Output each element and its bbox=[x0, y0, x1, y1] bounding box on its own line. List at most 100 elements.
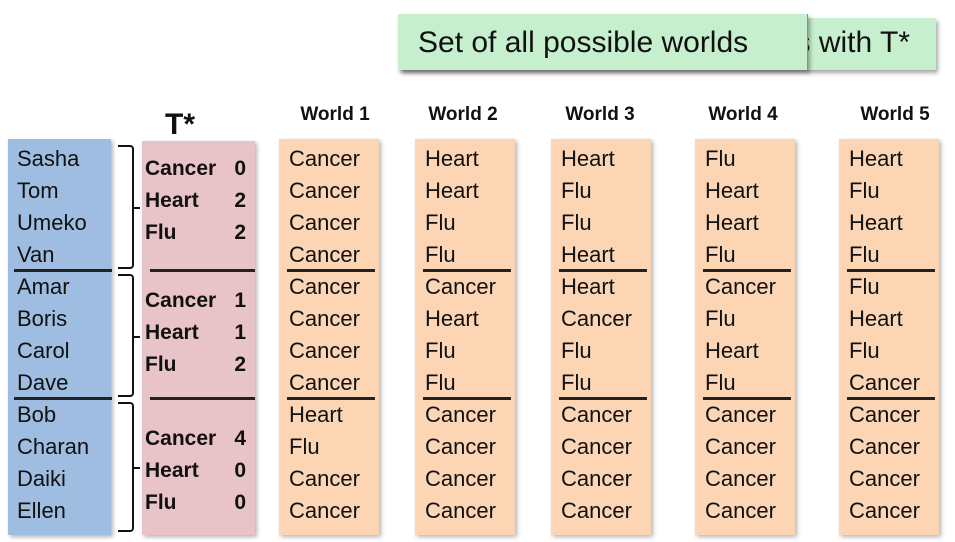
tstar-label: Heart bbox=[145, 459, 199, 482]
banner-front: Set of all possible worlds bbox=[398, 14, 808, 70]
world-title: World 3 bbox=[565, 104, 635, 125]
world-cell: Cancer bbox=[849, 402, 920, 427]
world-cell: Flu bbox=[705, 146, 736, 171]
world-cell: Cancer bbox=[289, 338, 360, 363]
group-separator bbox=[847, 269, 935, 272]
world-cell: Flu bbox=[705, 306, 736, 331]
name-label: Sasha bbox=[17, 146, 80, 171]
tstar-label: Heart bbox=[145, 189, 199, 212]
group-brace bbox=[118, 402, 140, 532]
world-column: Heart Flu Heart Flu Flu Heart Flu Cancer Cancer C… bbox=[839, 139, 939, 535]
group-separator bbox=[559, 269, 647, 272]
world-cell: Cancer bbox=[705, 434, 776, 459]
world-cell: Cancer bbox=[849, 498, 920, 523]
world-column: Heart Flu Flu Heart Heart Cancer Flu Flu Cancer C… bbox=[551, 139, 651, 535]
world-column: Cancer Cancer Cancer Cancer Cancer Cancer Canc… bbox=[279, 139, 379, 535]
tstar-label: Cancer bbox=[145, 157, 217, 180]
world-title: World 1 bbox=[300, 104, 370, 125]
world-cell: Flu bbox=[425, 210, 456, 235]
tstar-value: 1 bbox=[234, 321, 246, 344]
world-cell: Flu bbox=[425, 370, 456, 395]
world-cell: Cancer bbox=[289, 274, 360, 299]
tstar-value: 2 bbox=[234, 189, 246, 212]
name-label: Umeko bbox=[17, 210, 87, 235]
group-separator bbox=[150, 269, 255, 272]
tstar-label: Heart bbox=[145, 321, 199, 344]
world-cell: Heart bbox=[289, 402, 343, 427]
world-cell: Heart bbox=[705, 210, 759, 235]
world-cell: Cancer bbox=[705, 274, 776, 299]
tstar-label: Cancer bbox=[145, 289, 217, 312]
world-cell: Flu bbox=[425, 338, 456, 363]
world-cell: Cancer bbox=[849, 370, 920, 395]
name-label: Amar bbox=[17, 274, 70, 299]
world-column: Heart Heart Flu Flu Cancer Heart Flu Flu Cancer C… bbox=[415, 139, 515, 535]
world-cell: Flu bbox=[561, 338, 592, 363]
world-cell: Heart bbox=[561, 242, 615, 267]
world-cell: Cancer bbox=[705, 498, 776, 523]
world-cell: Cancer bbox=[289, 306, 360, 331]
world-cell: Flu bbox=[425, 242, 456, 267]
group-separator bbox=[150, 397, 255, 400]
world-cell: Heart bbox=[705, 178, 759, 203]
name-label: Carol bbox=[17, 338, 70, 363]
world-cell: Cancer bbox=[561, 434, 632, 459]
world-cell: Flu bbox=[849, 338, 880, 363]
group-brace bbox=[118, 274, 140, 397]
tstar-value: 0 bbox=[234, 491, 246, 514]
world-cell: Cancer bbox=[289, 466, 360, 491]
world-cell: Cancer bbox=[561, 306, 632, 331]
tstar-label: Flu bbox=[145, 491, 177, 514]
world-cell: Heart bbox=[425, 146, 479, 171]
world-cell: Cancer bbox=[425, 498, 496, 523]
world-cell: Cancer bbox=[425, 402, 496, 427]
tstar-value: 2 bbox=[234, 221, 246, 244]
world-cell: Cancer bbox=[561, 466, 632, 491]
group-separator bbox=[703, 269, 791, 272]
world-cell: Cancer bbox=[705, 402, 776, 427]
world-cell: Cancer bbox=[849, 466, 920, 491]
group-separator bbox=[423, 269, 511, 272]
world-cell: Flu bbox=[849, 242, 880, 267]
world-column: Flu Heart Heart Flu Cancer Flu Heart Flu Cancer C… bbox=[695, 139, 795, 535]
world-cell: Cancer bbox=[561, 498, 632, 523]
world-cell: Cancer bbox=[425, 274, 496, 299]
banner-front-text: Set of all possible worlds bbox=[418, 26, 749, 59]
world-cell: Cancer bbox=[289, 242, 360, 267]
world-cell: Flu bbox=[849, 178, 880, 203]
tstar-value: 2 bbox=[234, 353, 246, 376]
world-cell: Heart bbox=[561, 274, 615, 299]
world-cell: Flu bbox=[561, 210, 592, 235]
group-separator bbox=[287, 269, 375, 272]
world-cell: Heart bbox=[849, 306, 903, 331]
world-cell: Flu bbox=[849, 274, 880, 299]
tstar-label: Flu bbox=[145, 353, 177, 376]
world-cell: Cancer bbox=[849, 434, 920, 459]
name-label: Ellen bbox=[17, 498, 66, 523]
world-cell: Cancer bbox=[289, 370, 360, 395]
world-cell: Heart bbox=[705, 338, 759, 363]
world-cell: Flu bbox=[561, 370, 592, 395]
name-label: Daiki bbox=[17, 466, 66, 491]
world-cell: Cancer bbox=[289, 498, 360, 523]
brace-tip bbox=[132, 207, 140, 209]
world-cell: Flu bbox=[289, 434, 320, 459]
world-cell: Cancer bbox=[425, 434, 496, 459]
name-label: Bob bbox=[17, 402, 57, 427]
world-cell: Cancer bbox=[705, 466, 776, 491]
tstar-value: 4 bbox=[234, 427, 246, 450]
name-label: Charan bbox=[17, 434, 90, 459]
name-label: Van bbox=[17, 242, 55, 267]
world-cell: Heart bbox=[561, 146, 615, 171]
group-separator bbox=[14, 269, 112, 272]
world-title: World 2 bbox=[428, 104, 498, 125]
world-title: World 4 bbox=[708, 104, 778, 125]
group-separator bbox=[847, 397, 935, 400]
tstar-label: Flu bbox=[145, 221, 177, 244]
names-column: Sasha Tom Umeko Van Amar Boris Carol Dave Bob Cha… bbox=[8, 139, 112, 535]
group-separator bbox=[703, 397, 791, 400]
tstar-label: Cancer bbox=[145, 427, 217, 450]
tstar-title: T* bbox=[165, 108, 195, 141]
group-separator bbox=[287, 397, 375, 400]
brace-tip bbox=[132, 335, 140, 338]
